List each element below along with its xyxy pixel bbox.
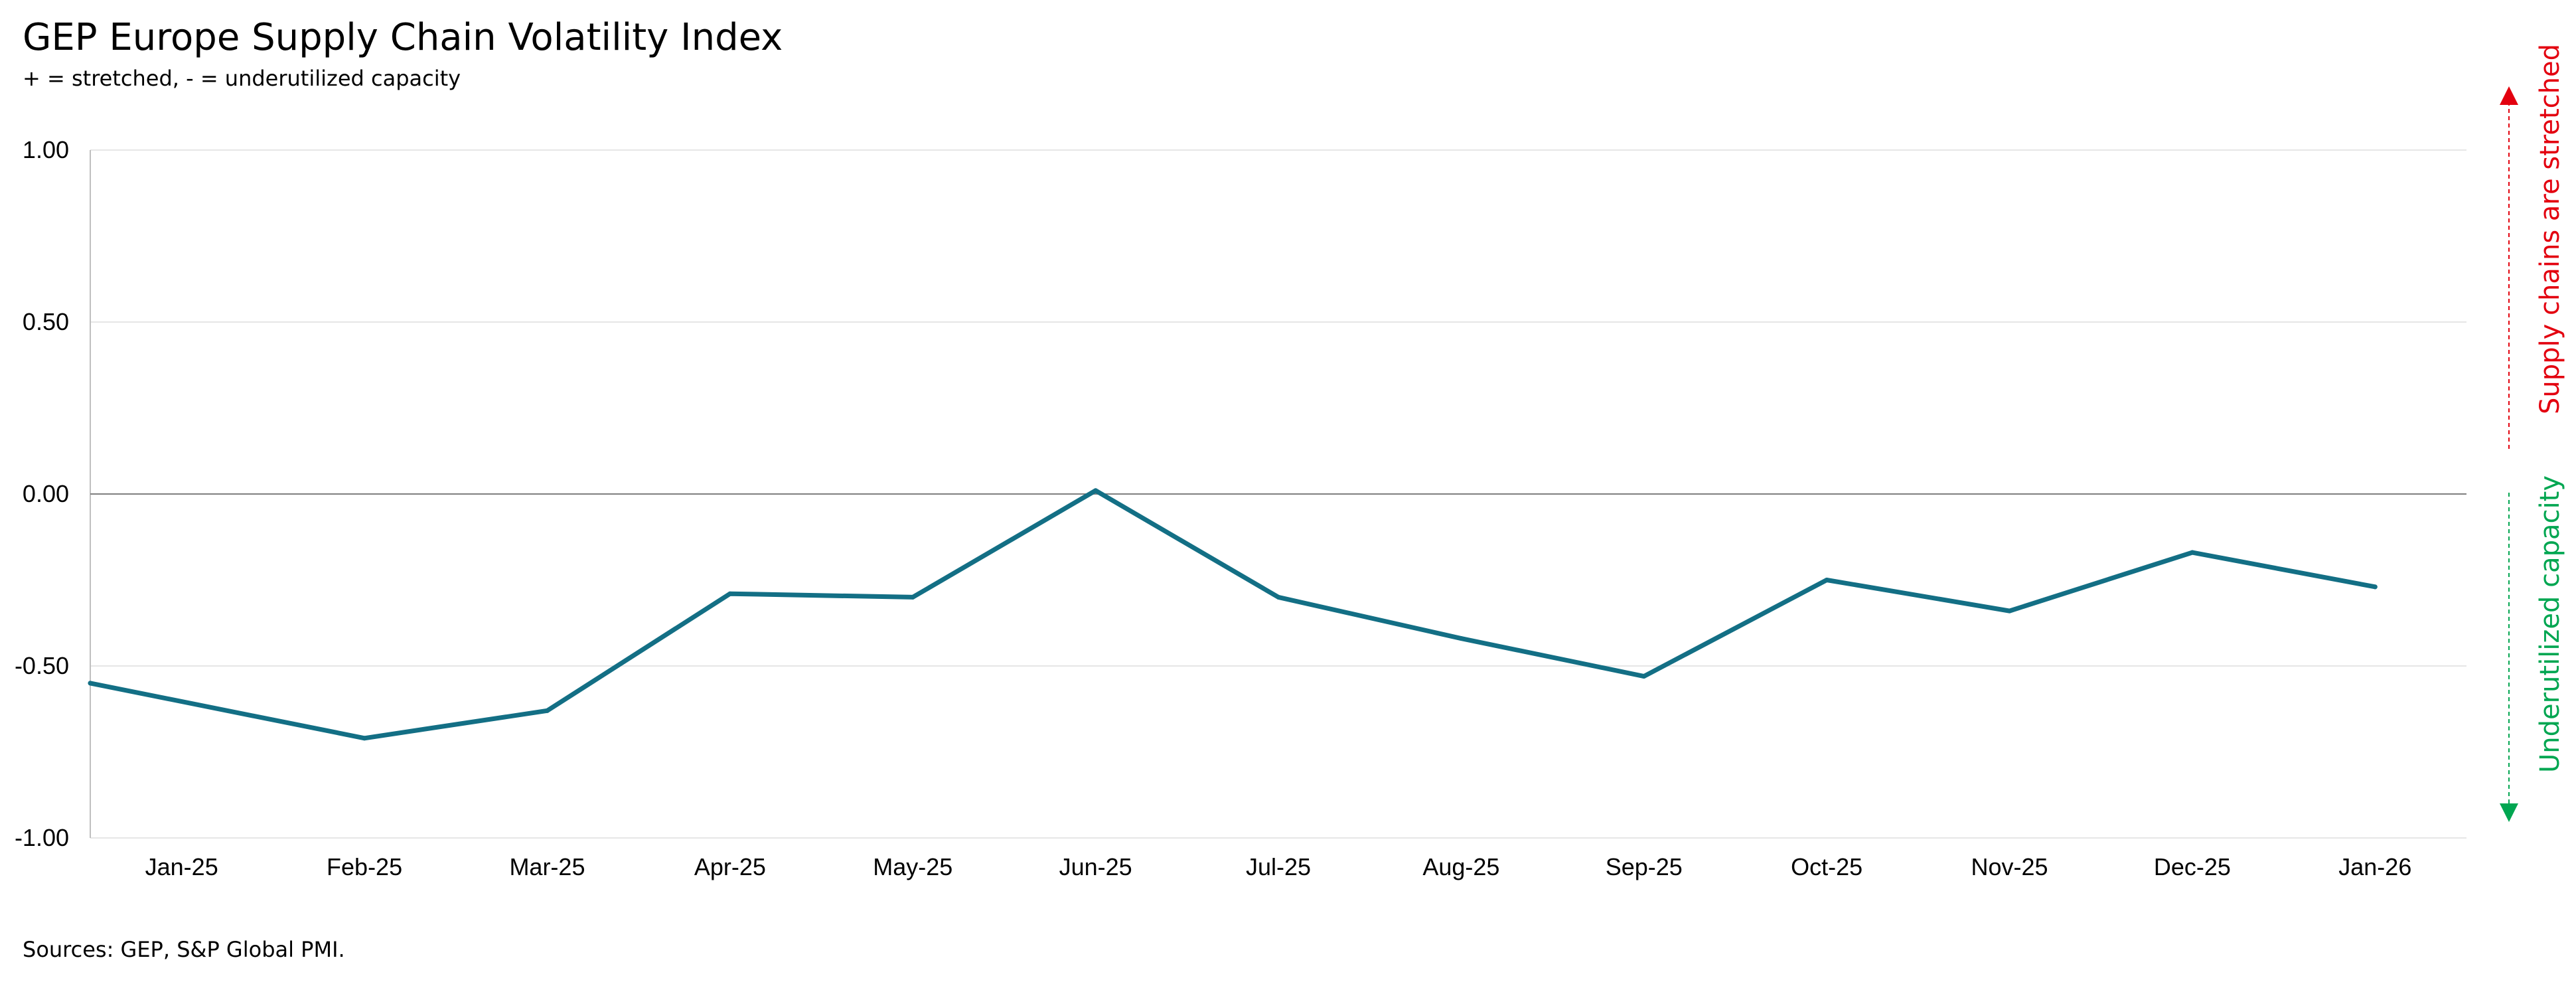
x-tick-label: Jun-25: [1059, 853, 1132, 880]
x-tick-label: Jan-25: [145, 853, 218, 880]
chart-title: GEP Europe Supply Chain Volatility Index: [23, 16, 783, 59]
stretched-label: Supply chains are stretched: [2535, 44, 2565, 414]
data-point: [1276, 594, 1281, 600]
x-tick-label: Nov-25: [1971, 853, 2048, 880]
y-tick-label: -0.50: [15, 652, 69, 679]
y-tick-labels: 1.00 0.50 0.00 -0.50 -1.00: [15, 136, 69, 851]
y-tick-label: 0.00: [23, 480, 69, 507]
data-point: [1641, 674, 1647, 679]
series-line: [88, 488, 2378, 741]
underutilized-label: Underutilized capacity: [2535, 475, 2565, 773]
data-point: [727, 591, 733, 596]
data-point: [910, 594, 915, 600]
data-point: [2007, 608, 2012, 614]
data-point: [2372, 584, 2378, 590]
data-point: [1458, 636, 1464, 641]
x-tick-label: Mar-25: [509, 853, 585, 880]
x-tick-label: Aug-25: [1422, 853, 1499, 880]
x-tick-label: Oct-25: [1791, 853, 1862, 880]
data-point: [1093, 488, 1099, 493]
data-point: [88, 681, 93, 686]
x-tick-label: Jan-26: [2338, 853, 2411, 880]
x-tick-label: Feb-25: [327, 853, 402, 880]
data-point: [544, 708, 550, 713]
x-tick-label: May-25: [873, 853, 952, 880]
data-point: [362, 736, 367, 741]
x-tick-label: Apr-25: [694, 853, 766, 880]
x-tick-label: Jul-25: [1246, 853, 1311, 880]
y-tick-label: -1.00: [15, 824, 69, 851]
source-note: Sources: GEP, S&P Global PMI.: [23, 937, 345, 962]
grid-lines: [90, 149, 2466, 839]
stretched-arrow-head: [2500, 86, 2518, 105]
x-tick-labels: Jan-25 Feb-25 Mar-25 Apr-25 May-25 Jun-25 Jul-…: [145, 853, 2412, 880]
data-point: [1824, 578, 1829, 582]
x-tick-label: Dec-25: [2154, 853, 2231, 880]
y-tick-label: 0.50: [23, 308, 69, 335]
x-tick-label: Sep-25: [1606, 853, 1683, 880]
chart-subtitle: + = stretched, - = underutilized capacit…: [23, 66, 461, 91]
data-point: [2190, 550, 2195, 555]
data-points: [88, 488, 2378, 741]
underutilized-arrow-head: [2500, 803, 2518, 822]
y-tick-label: 1.00: [23, 136, 69, 163]
